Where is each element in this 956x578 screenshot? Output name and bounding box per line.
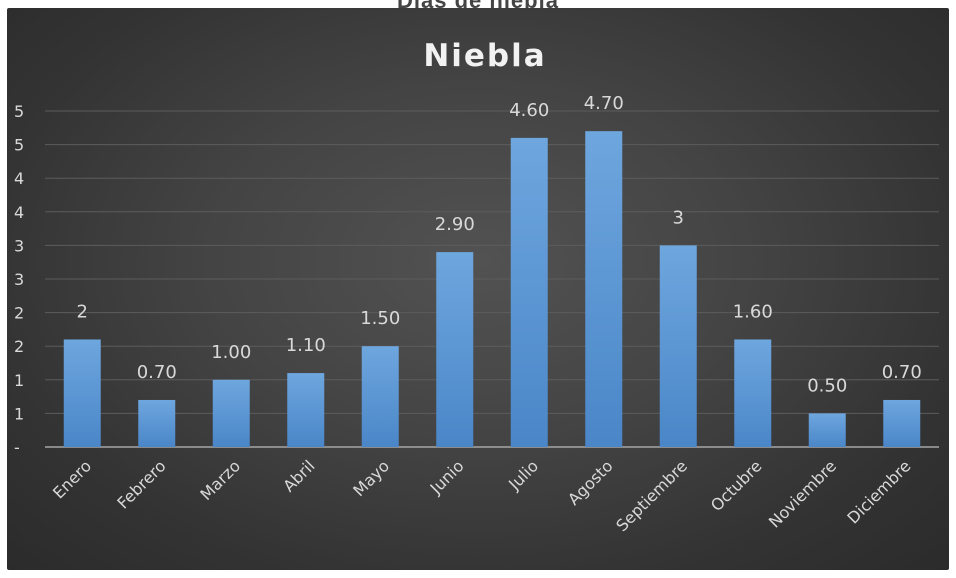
y-tick-label: 3 bbox=[14, 236, 24, 255]
y-tick-label: 5 bbox=[14, 102, 24, 121]
bar-agosto bbox=[585, 131, 623, 447]
chart-frame: Niebla - 1 1 2 2 3 3 4 4 5 5 Enero Febrero Marzo Abri… bbox=[7, 8, 949, 570]
x-tick-label: Septiembre bbox=[612, 456, 691, 535]
bar-septiembre bbox=[659, 245, 697, 447]
x-tick-label: Enero bbox=[49, 456, 95, 502]
bar-junio bbox=[436, 252, 474, 447]
x-tick-label: Abril bbox=[279, 456, 318, 495]
data-label: 2 bbox=[77, 301, 88, 322]
data-label: 4.60 bbox=[509, 100, 549, 121]
y-tick-label: 3 bbox=[14, 270, 24, 289]
bar-enero bbox=[63, 339, 101, 447]
chart-title: Niebla bbox=[423, 38, 546, 74]
data-label: 0.70 bbox=[137, 362, 177, 383]
bar-mayo bbox=[361, 346, 399, 447]
x-tick-label: Octubre bbox=[707, 456, 766, 515]
y-tick-label: 1 bbox=[14, 404, 24, 423]
x-tick-label: Marzo bbox=[196, 456, 244, 504]
bar-octubre bbox=[734, 339, 772, 447]
bar-julio bbox=[510, 137, 548, 447]
data-labels: 2 0.70 1.00 1.10 1.50 2.90 4.60 4.70 3 1.60 0.50 0.… bbox=[77, 93, 922, 396]
clipped-title: Días de niebla bbox=[0, 0, 956, 8]
data-label: 1.60 bbox=[733, 301, 773, 322]
data-label: 0.50 bbox=[807, 375, 847, 396]
y-tick-label: 2 bbox=[14, 304, 24, 323]
data-label: 2.90 bbox=[435, 214, 475, 235]
x-tick-label: Julio bbox=[504, 456, 542, 494]
x-tick-label: Diciembre bbox=[843, 456, 914, 527]
bar-diciembre bbox=[883, 399, 921, 447]
y-tick-label: 4 bbox=[14, 203, 24, 222]
bars bbox=[63, 131, 921, 447]
data-label: 1.50 bbox=[360, 308, 400, 329]
data-label: 0.70 bbox=[882, 362, 922, 383]
y-tick-label: 2 bbox=[14, 337, 24, 356]
x-tick-label: Agosto bbox=[564, 456, 617, 509]
data-label: 3 bbox=[673, 207, 684, 228]
data-label: 1.00 bbox=[211, 342, 251, 363]
x-tick-label: Junio bbox=[426, 456, 468, 498]
bar-febrero bbox=[138, 399, 176, 447]
y-tick-label: - bbox=[14, 438, 20, 457]
gridlines bbox=[45, 110, 939, 448]
data-label: 1.10 bbox=[286, 335, 326, 356]
y-axis-ticks: - 1 1 2 2 3 3 4 4 5 5 bbox=[14, 102, 24, 457]
y-tick-label: 5 bbox=[14, 136, 24, 155]
y-tick-label: 1 bbox=[14, 371, 24, 390]
x-tick-label: Noviembre bbox=[765, 456, 840, 531]
x-axis-ticks: Enero Febrero Marzo Abril Mayo Junio Julio Agos… bbox=[49, 456, 915, 535]
bar-marzo bbox=[212, 379, 250, 447]
y-tick-label: 4 bbox=[14, 169, 24, 188]
bar-noviembre bbox=[808, 413, 846, 447]
x-tick-label: Febrero bbox=[113, 456, 169, 512]
x-tick-label: Mayo bbox=[349, 456, 393, 500]
top-strip: Días de niebla bbox=[0, 0, 956, 8]
bar-abril bbox=[287, 373, 325, 447]
data-label: 4.70 bbox=[584, 93, 624, 114]
bar-chart: Niebla - 1 1 2 2 3 3 4 4 5 5 Enero Febrero Marzo Abri… bbox=[14, 38, 939, 535]
